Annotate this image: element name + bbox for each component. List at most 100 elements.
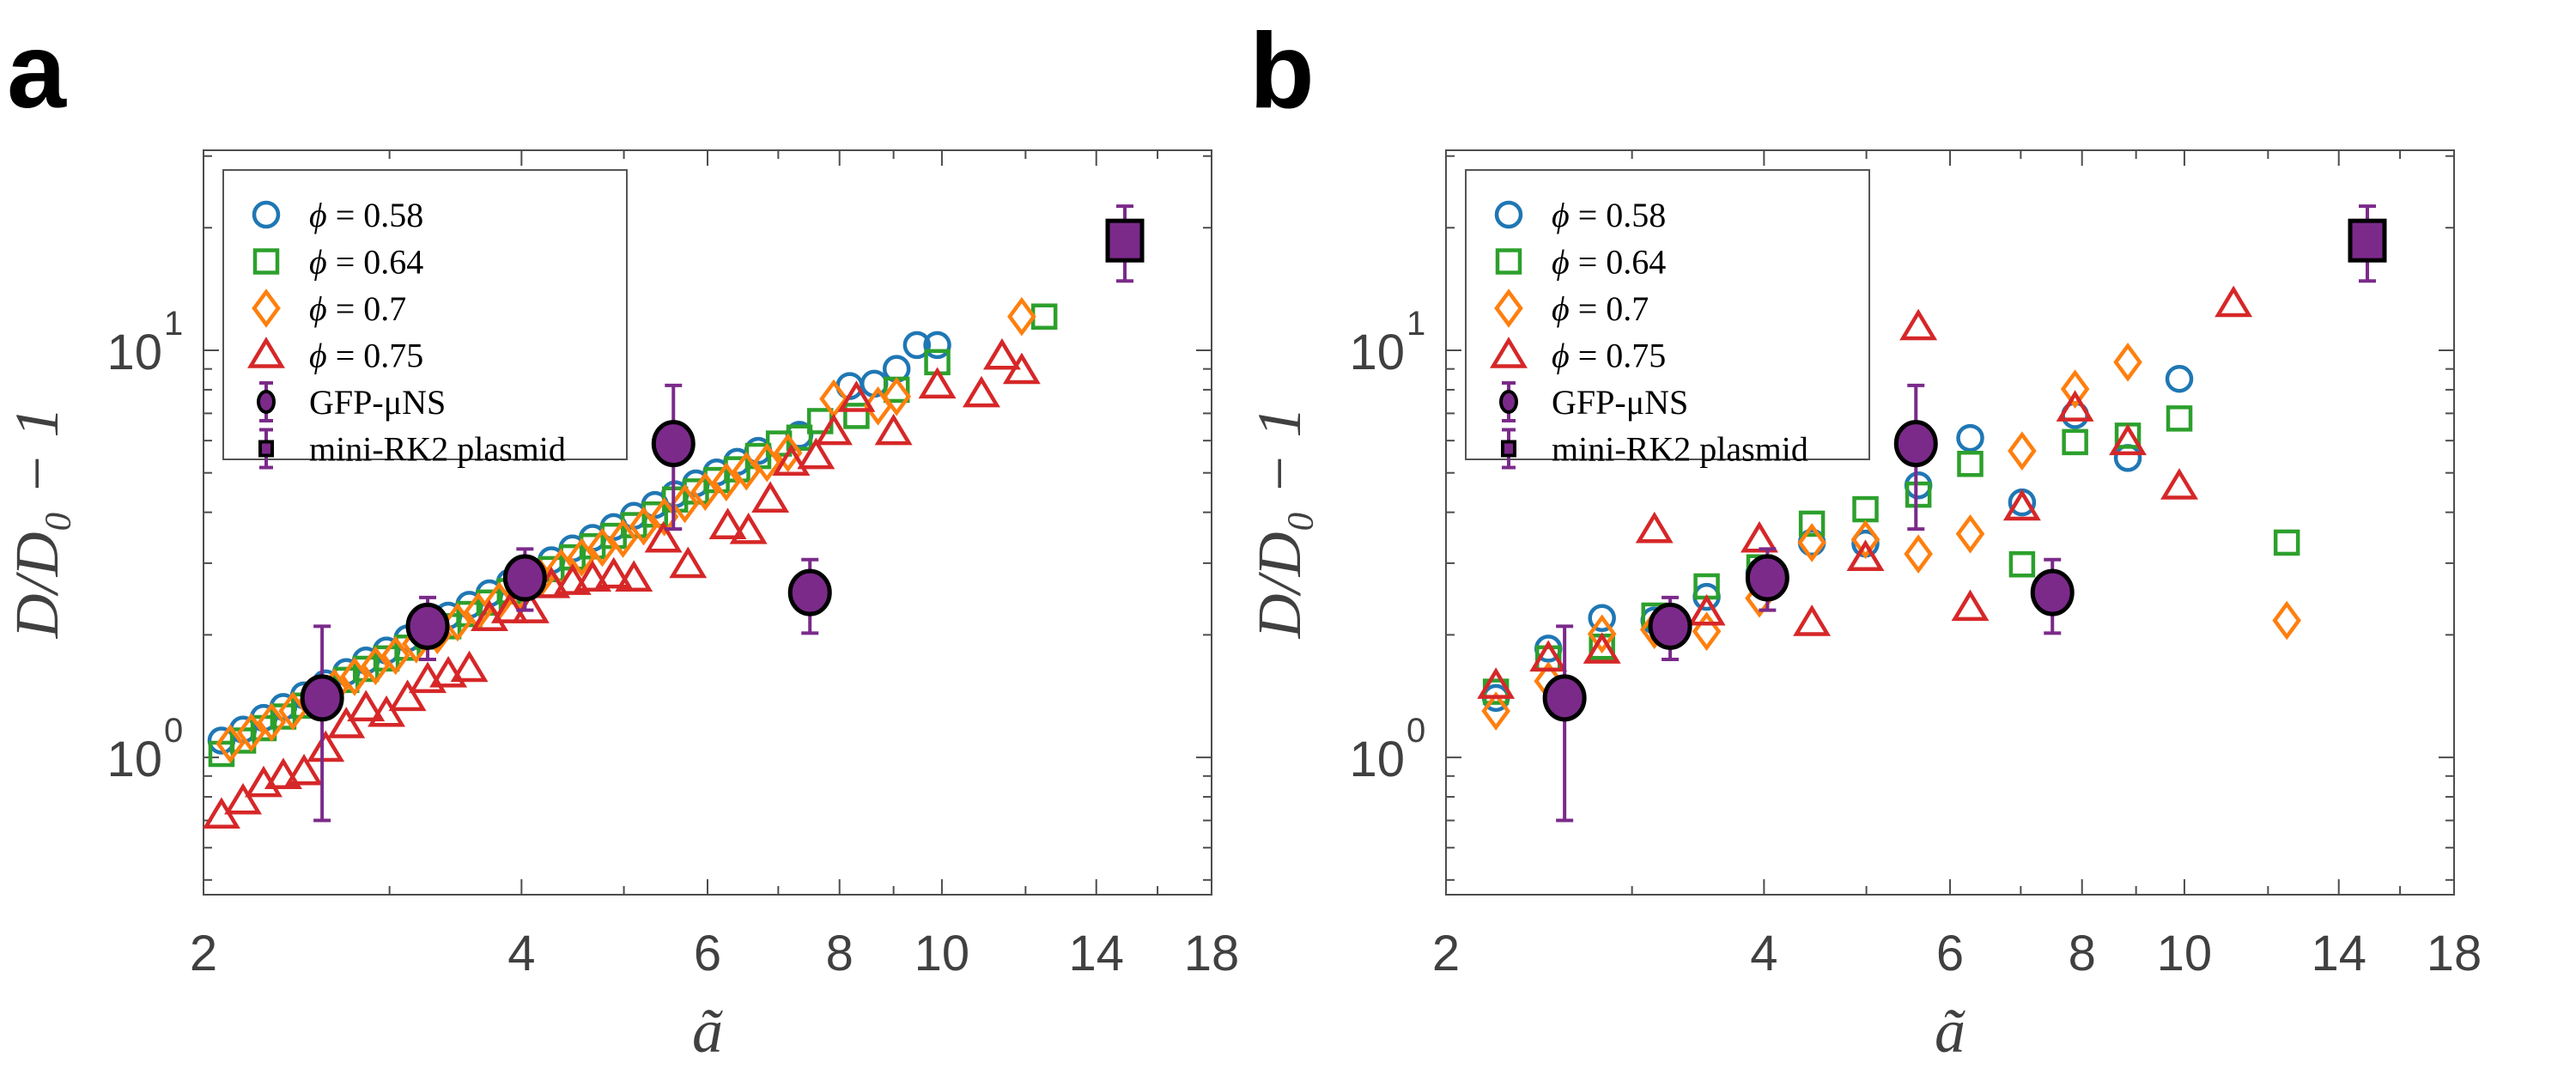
- diamond-marker: [1007, 296, 1036, 337]
- plasmid-marker: [2348, 218, 2387, 263]
- legend-entry-label: ϕ = 0.75: [309, 337, 423, 375]
- diamond-marker: [1494, 288, 1523, 328]
- triangle-marker: [1793, 604, 1832, 636]
- triangle-marker: [669, 546, 708, 579]
- panel-label: a: [7, 12, 67, 131]
- diamond-marker: [1955, 514, 1985, 554]
- diamond-marker: [252, 288, 281, 328]
- legend-value: = 0.58: [1578, 196, 1667, 234]
- y-tick-exponent: 1: [164, 305, 183, 343]
- triangle-marker: [1951, 589, 1990, 622]
- x-tick-label: 8: [2069, 926, 2096, 981]
- y-tick-label: 10: [106, 325, 162, 380]
- triangle-marker: [729, 512, 768, 544]
- triangle-marker: [2002, 489, 2041, 521]
- square-marker: [2273, 529, 2300, 556]
- x-tick-label: 14: [1068, 926, 1124, 981]
- triangle-marker: [2215, 285, 2253, 318]
- diamond-marker: [340, 657, 369, 696]
- x-tick-label: 6: [694, 926, 721, 981]
- x-tick-label: 8: [826, 926, 854, 981]
- gfp-marker: [502, 554, 547, 602]
- y-tick-exponent: 1: [1406, 305, 1425, 343]
- gfp-marker: [1745, 554, 1789, 602]
- gfp-marker: [1648, 602, 1692, 650]
- legend-value: = 0.7: [1578, 289, 1649, 328]
- triangle-marker: [708, 507, 747, 539]
- square-marker: [2166, 405, 2193, 432]
- triangle-marker: [797, 437, 835, 470]
- y-axis-label: D/D₀ − 1: [3, 407, 71, 640]
- legend-plasmid-marker: [1501, 440, 1516, 458]
- y-tick-exponent: 0: [164, 712, 183, 750]
- legend-value: = 0.64: [1578, 243, 1667, 282]
- circle-marker: [2113, 444, 2142, 472]
- triangle-marker: [2056, 390, 2094, 422]
- x-axis-label: ã: [1935, 997, 1965, 1066]
- legend-entry-label: ϕ = 0.7: [309, 289, 406, 328]
- triangle-marker: [751, 481, 790, 513]
- legend-value: = 0.75: [1578, 337, 1667, 375]
- circle-marker: [1494, 200, 1523, 229]
- triangle-marker: [918, 367, 957, 399]
- legend-entry-label: mini-RK2 plasmid: [1552, 430, 1808, 469]
- phi-symbol: ϕ: [1552, 243, 1578, 282]
- legend-box: [222, 169, 628, 460]
- legend-entry-label: mini-RK2 plasmid: [309, 430, 566, 469]
- legend-gfp-marker: [1499, 390, 1518, 414]
- phi-symbol: ϕ: [309, 196, 336, 234]
- plasmid-marker: [1105, 218, 1145, 263]
- diamond-marker: [1904, 534, 1933, 574]
- legend-entry-label: ϕ = 0.58: [309, 196, 423, 234]
- x-tick-label: 10: [914, 926, 970, 981]
- legend-box: [1465, 169, 1870, 460]
- legend-value: = 0.7: [336, 289, 407, 328]
- triangle-marker: [2160, 468, 2199, 500]
- triangle-marker: [368, 695, 406, 727]
- x-tick-label: 14: [2311, 926, 2366, 981]
- triangle-marker: [1477, 667, 1516, 699]
- diamond-marker: [2113, 343, 2142, 382]
- y-axis-label: D/D₀ − 1: [1245, 407, 1314, 640]
- legend-value: = 0.75: [336, 337, 424, 375]
- panel-label: b: [1249, 12, 1315, 131]
- series-circle-filled: [1542, 383, 2075, 823]
- triangle-marker: [1583, 632, 1621, 664]
- diamond-marker: [361, 646, 391, 686]
- x-tick-label: 18: [2427, 926, 2482, 981]
- diamond-marker: [236, 713, 266, 753]
- triangle-marker: [1687, 593, 1726, 626]
- triangle-marker: [450, 650, 489, 683]
- triangle-marker: [429, 655, 468, 688]
- legend-entry-label: ϕ = 0.64: [1552, 243, 1666, 282]
- gfp-marker: [405, 602, 450, 650]
- square-marker: [1798, 510, 1826, 538]
- diamond-marker: [1692, 611, 1722, 652]
- legend-plasmid-marker: [258, 440, 274, 458]
- triangle-marker: [327, 707, 366, 738]
- phi-symbol: ϕ: [309, 337, 336, 375]
- diamond-marker: [216, 724, 245, 764]
- diamond-marker: [257, 702, 287, 742]
- triangle-marker: [1529, 640, 1568, 672]
- triangle-marker: [307, 730, 345, 762]
- legend-entry-label: ϕ = 0.64: [309, 243, 423, 282]
- triangle-marker: [574, 560, 612, 592]
- triangle-marker: [285, 753, 324, 786]
- triangle-marker: [837, 380, 876, 412]
- legend-gfp-marker: [257, 390, 276, 414]
- square-marker: [1957, 451, 1984, 477]
- triangle-marker: [247, 337, 285, 368]
- triangle-marker: [1490, 337, 1528, 368]
- diamond-marker: [882, 376, 911, 416]
- series-circle-filled: [300, 383, 832, 823]
- gfp-marker: [1893, 420, 1938, 468]
- y-tick-label: 10: [1349, 325, 1405, 380]
- triangle-marker: [982, 337, 1021, 370]
- circle-marker: [1956, 423, 1984, 452]
- gfp-marker: [787, 568, 832, 616]
- triangle-marker: [815, 413, 853, 446]
- triangle-marker: [644, 520, 683, 553]
